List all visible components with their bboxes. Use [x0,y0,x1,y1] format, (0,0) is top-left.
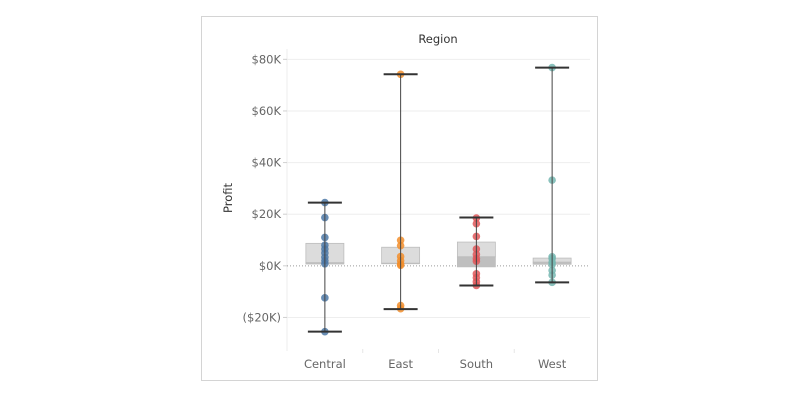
x-tick-label: East [388,357,413,371]
y-tick-label: $60K [252,104,282,118]
gridlines [286,49,590,353]
y-axis-title: Profit [221,183,235,213]
y-tick-label: $0K [259,259,282,273]
column-header: Region [418,32,457,46]
boxplot-chart: $80K $60K $40K $20K $0K ($20K) Central East Sou… [221,32,590,371]
x-tick-label: West [538,357,567,371]
y-tick-label: ($20K) [243,310,281,324]
points [321,63,556,336]
whiskers [307,66,570,333]
y-tick-label: $20K [252,207,282,221]
y-tick-label: $80K [252,52,282,66]
y-tick-label: $40K [252,156,282,170]
x-tick-label: Central [304,357,346,371]
chart-frame: $80K $60K $40K $20K $0K ($20K) Central East Sou… [201,16,598,381]
x-tick-label: South [460,357,493,371]
y-axis-ticks: $80K $60K $40K $20K $0K ($20K) [243,52,287,324]
boxes [305,241,572,268]
x-axis-ticks: Central East South West [304,357,567,371]
